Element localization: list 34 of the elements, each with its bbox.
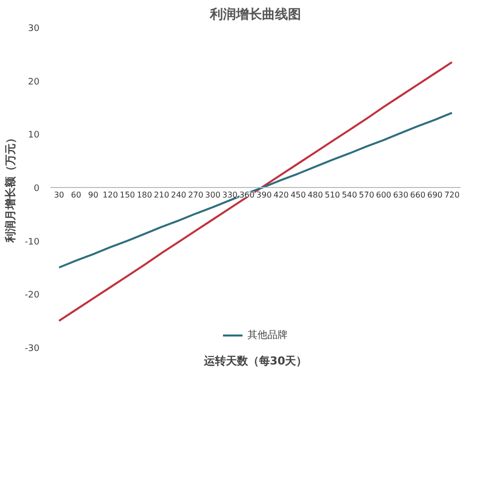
x-tick-label: 720: [444, 190, 460, 200]
legend-label: 其他品牌: [248, 328, 288, 342]
x-tick-label: 480: [308, 190, 323, 200]
x-tick-label: 510: [324, 190, 340, 200]
x-tick-label: 210: [154, 190, 170, 200]
y-tick-label: 20: [28, 77, 40, 88]
y-axis-title: 利润月增长额（万元）: [4, 132, 17, 244]
x-tick-label: 390: [256, 190, 272, 200]
x-tick-label: 570: [358, 190, 374, 200]
x-tick-label: 90: [88, 190, 98, 200]
y-tick-label: 10: [28, 130, 40, 141]
x-tick-label: 660: [410, 190, 426, 200]
x-tick-label: 330: [222, 190, 238, 200]
x-tick-label: 150: [120, 190, 136, 200]
x-tick-label: 540: [342, 190, 358, 200]
chart-title: 利润增长曲线图: [209, 6, 301, 22]
x-tick-label: 450: [290, 190, 306, 200]
x-tick-label: 60: [71, 190, 82, 200]
y-tick-label: 0: [34, 184, 40, 194]
x-tick-label: 630: [393, 190, 408, 200]
x-tick-label: 270: [188, 190, 204, 200]
x-tick-label: 300: [205, 190, 220, 200]
x-axis-title: 运转天数（每30天）: [202, 354, 308, 368]
y-tick-label: 30: [28, 24, 40, 34]
y-tick-label: -10: [24, 237, 40, 248]
x-tick-label: 690: [427, 190, 443, 200]
x-tick-label: 240: [170, 190, 186, 200]
x-tick-label: 120: [102, 190, 118, 200]
x-tick-label: 180: [136, 190, 152, 200]
x-tick-label: 420: [273, 190, 289, 200]
y-tick-label: -20: [24, 290, 40, 301]
x-tick-label: 600: [376, 190, 392, 200]
x-tick-label: 30: [54, 190, 64, 200]
y-tick-label: -30: [24, 344, 40, 354]
